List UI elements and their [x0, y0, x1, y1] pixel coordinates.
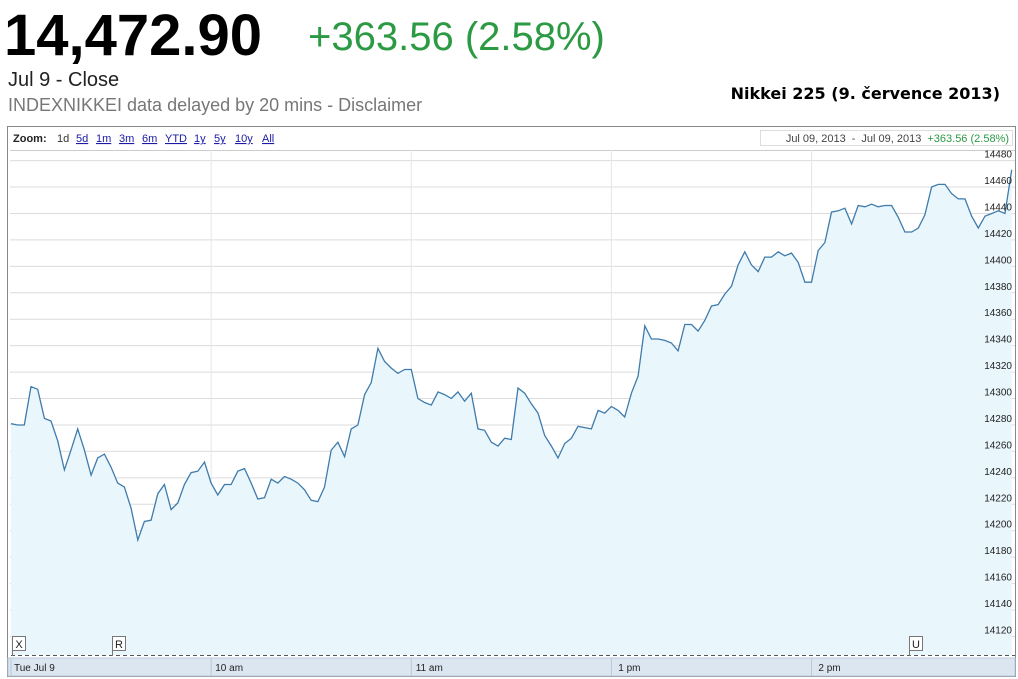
y-tick-label: 14360 [984, 308, 1012, 319]
event-flag-box[interactable] [12, 636, 26, 651]
zoom-option[interactable]: 6m [142, 133, 157, 145]
x-tick-label: 10 am [215, 663, 243, 674]
event-flag[interactable]: U [912, 639, 920, 651]
zoom-option[interactable]: 1d [57, 133, 69, 145]
event-flag[interactable]: X [15, 639, 23, 651]
delay-note[interactable]: INDEXNIKKEI data delayed by 20 mins - Di… [8, 95, 422, 115]
x-tick-label: Tue Jul 9 [14, 663, 55, 674]
area-fill [11, 169, 1012, 656]
y-tick-label: 14340 [984, 335, 1012, 346]
zoom-option[interactable]: 5y [214, 133, 226, 145]
y-tick-label: 14200 [984, 520, 1012, 531]
price: 14,472.90 [4, 3, 262, 68]
y-tick-label: 14300 [984, 388, 1012, 399]
y-tick-label: 14400 [984, 255, 1012, 266]
y-tick-label: 14140 [984, 599, 1012, 610]
range-part: Jul 09, 2013 [861, 133, 921, 145]
chart-title: Nikkei 225 (9. července 2013) [731, 84, 1000, 103]
y-tick-label: 14180 [984, 546, 1012, 557]
y-tick-label: 14420 [984, 229, 1012, 240]
event-flag-box[interactable] [909, 636, 923, 651]
y-tick-label: 14320 [984, 361, 1012, 372]
y-tick-label: 14380 [984, 282, 1012, 293]
zoom-option[interactable]: 1y [194, 133, 206, 145]
close-status: Jul 9 - Close [8, 69, 119, 91]
zoom-option[interactable]: 10y [235, 133, 253, 145]
price-line [10, 169, 1013, 543]
x-axis-strip [7, 657, 1016, 677]
zoom-option[interactable]: 5d [76, 133, 88, 145]
y-tick-label: 14120 [984, 625, 1012, 636]
y-tick-label: 14440 [984, 202, 1012, 213]
plot: 14120 14140 14160 14180 14200 14220 14240 14260… [7, 150, 1016, 677]
zoom-option[interactable]: 3m [119, 133, 134, 145]
y-tick-label: 14460 [984, 176, 1012, 187]
y-tick-label: 14480 [984, 150, 1012, 161]
zoom-option[interactable]: YTD [165, 133, 187, 145]
y-tick-label: 14220 [984, 493, 1012, 504]
x-tick-label: 2 pm [818, 663, 840, 674]
event-flag-box[interactable] [112, 636, 126, 651]
y-tick-label: 14240 [984, 467, 1012, 478]
y-tick-label: 14280 [984, 414, 1012, 425]
x-tick-label: 1 pm [618, 663, 640, 674]
x-tick-label: 11 am [416, 663, 443, 674]
price-change: +363.56 (2.58%) [308, 15, 605, 59]
y-tick-label: 14160 [984, 573, 1012, 584]
zoom-option[interactable]: All [262, 133, 274, 145]
event-flag[interactable]: R [115, 639, 123, 651]
range-display: Jul 09, 2013- Jul 09, 2013 +363.56 (2.58%) [786, 133, 1009, 145]
y-tick-label: 14260 [984, 440, 1012, 451]
range-box [760, 130, 1013, 146]
zoom-option[interactable]: 1m [96, 133, 111, 145]
zoom-label: Zoom: [13, 133, 47, 145]
range-part: +363.56 (2.58%) [927, 133, 1009, 145]
range-part: - [852, 133, 856, 145]
range-part: Jul 09, 2013 [786, 133, 846, 145]
